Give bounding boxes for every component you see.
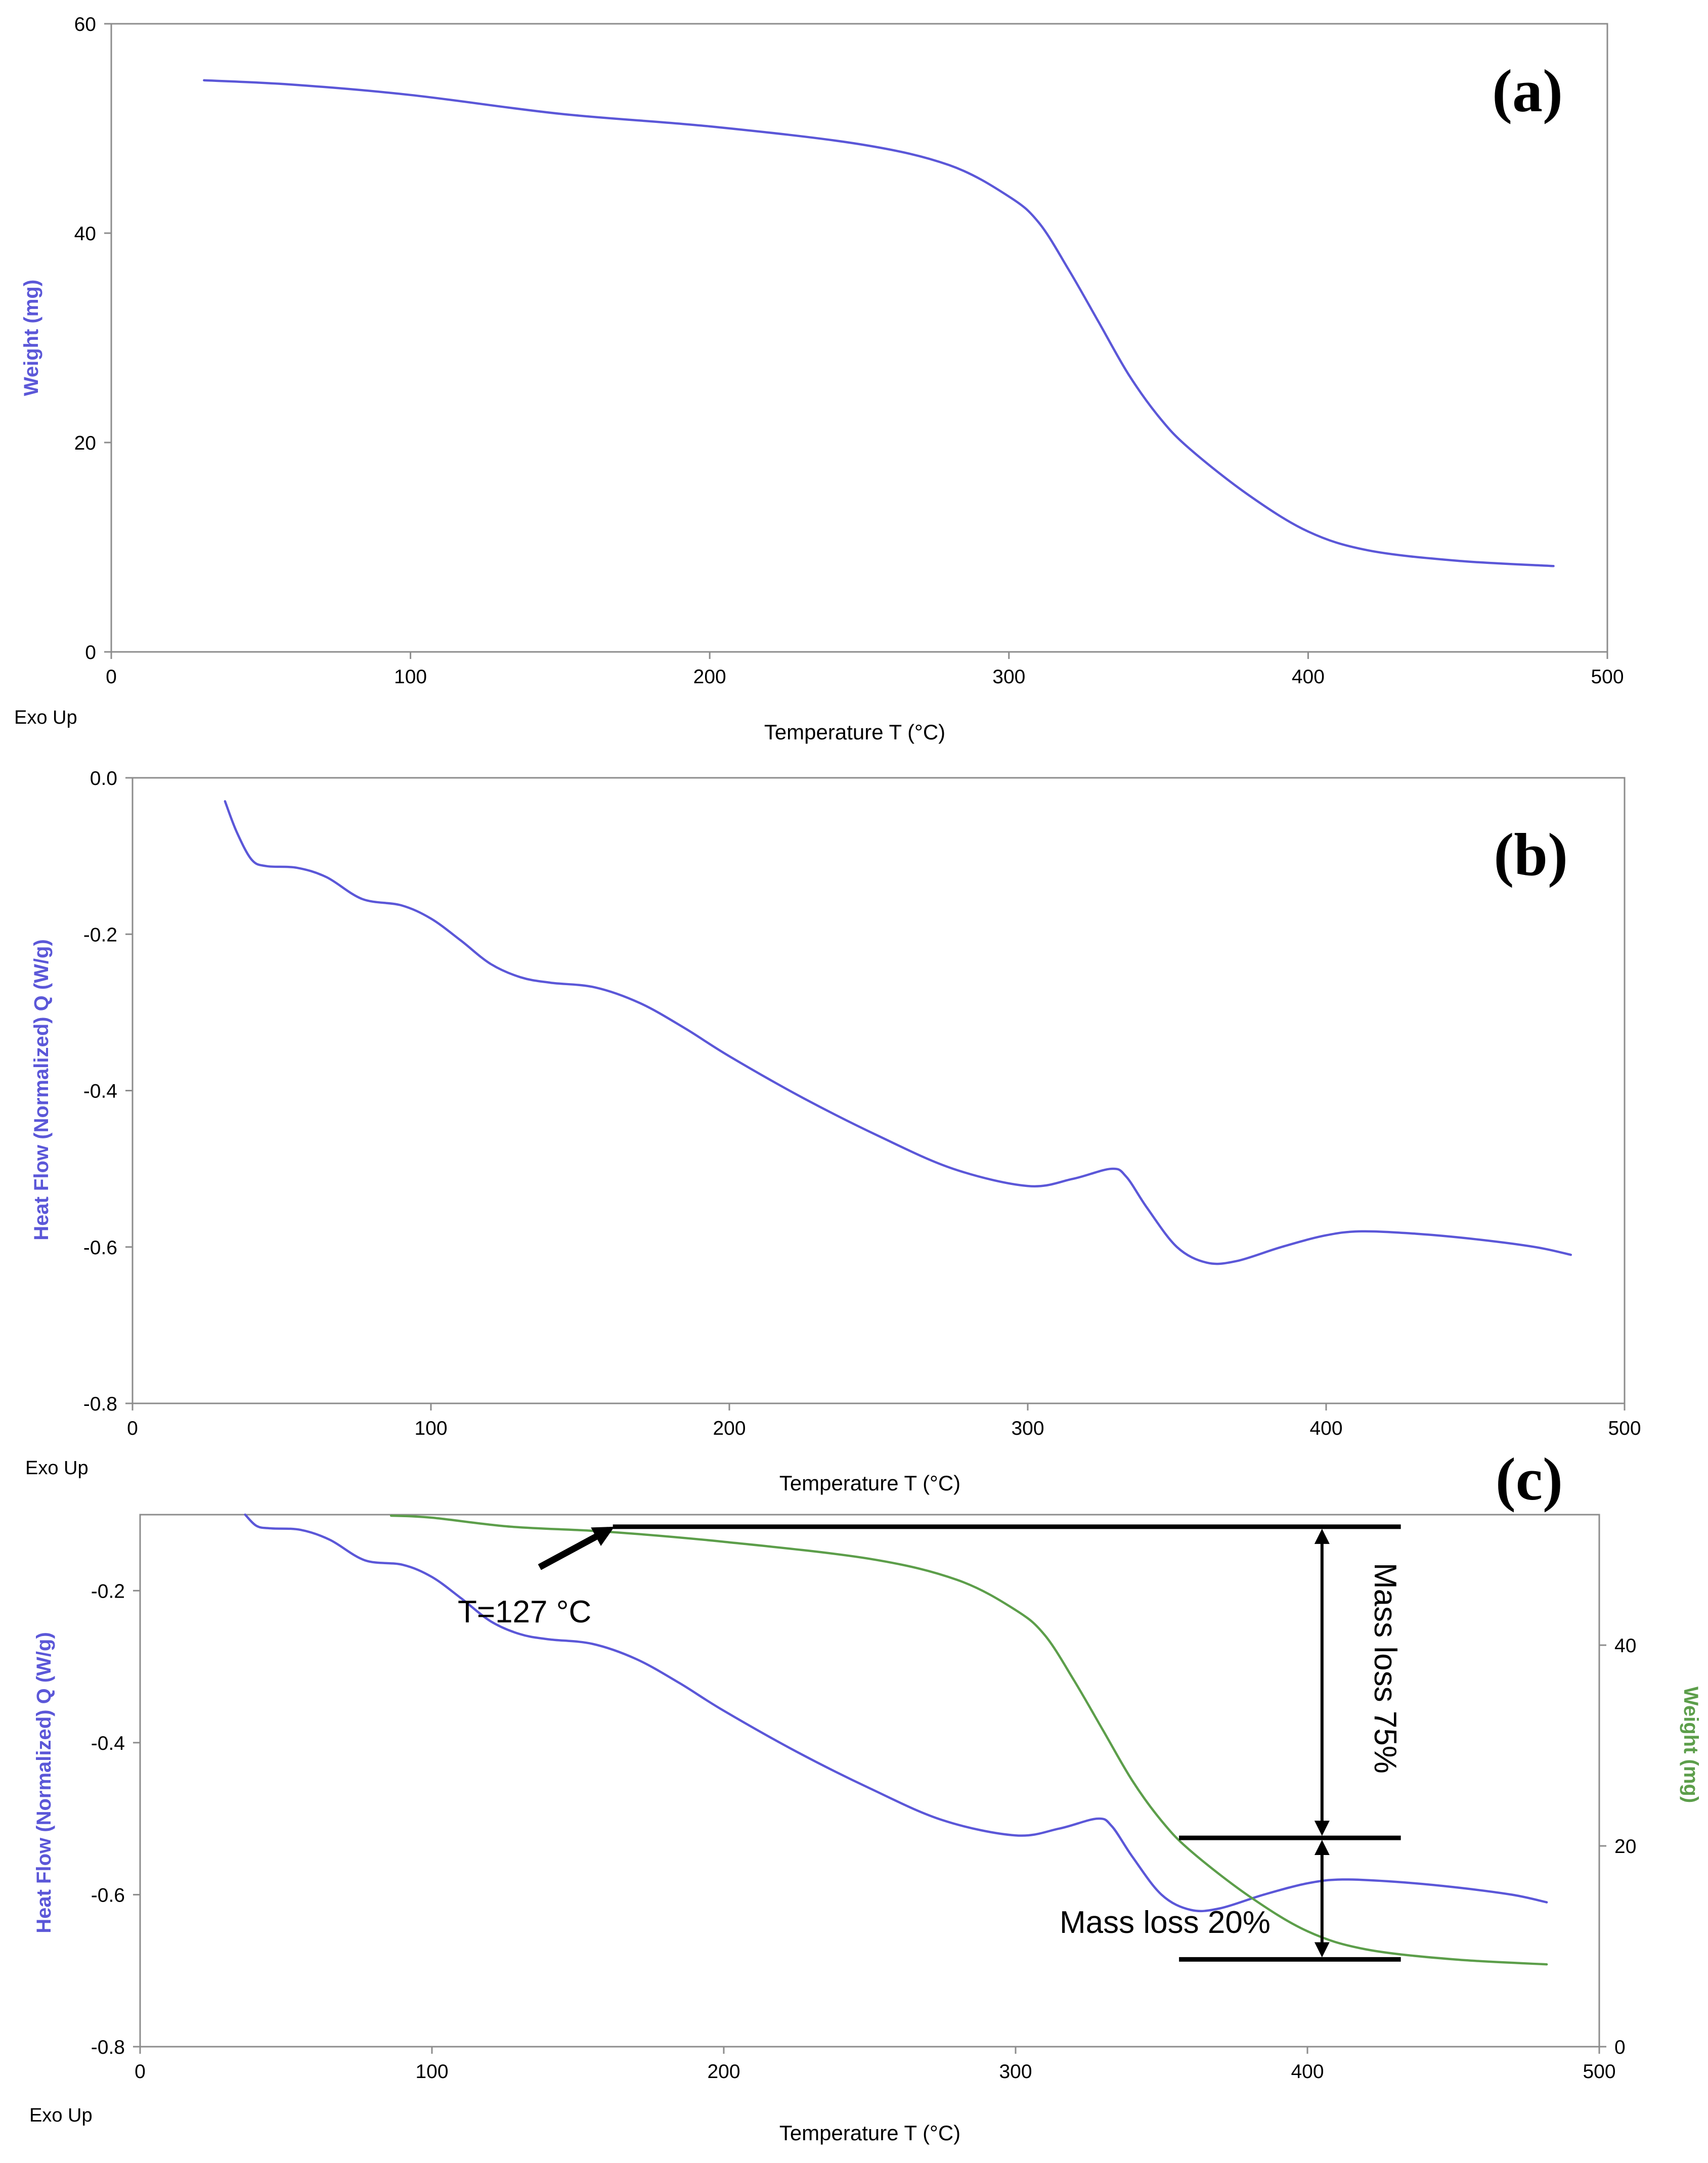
weight-series-line: [203, 79, 1555, 567]
y-tick-label: -0.6: [83, 1237, 117, 1259]
y-tick-label: -0.2: [83, 924, 117, 946]
mass-loss-20-label: Mass loss 20%: [1060, 1905, 1271, 1940]
x-tick-label: 100: [414, 1418, 447, 1439]
y-tick-label: 20: [74, 432, 96, 454]
y-axis-ticks-b: 0.0 -0.2 -0.4 -0.6 -0.8: [83, 768, 133, 1415]
onset-temperature-label: T=127 °C: [458, 1595, 591, 1629]
x-tick-label: 500: [1583, 2061, 1615, 2083]
x-tick-label: 200: [693, 666, 726, 688]
x-tick-label: 500: [1591, 666, 1624, 688]
heat-flow-series-line: [224, 800, 1572, 1265]
x-tick-label: 0: [127, 1418, 138, 1439]
series-a: [203, 79, 1555, 567]
y-axis-label-a: Weight (mg): [20, 280, 42, 396]
x-axis-ticks-a: 0 100 200 300 400 500: [106, 652, 1624, 688]
x-axis-ticks-b: 0 100 200 300 400 500: [127, 1403, 1641, 1439]
y-axis-ticks-a: 0 20 40 60: [74, 14, 111, 664]
y-tick-label: -0.8: [91, 2037, 125, 2058]
x-tick-label: 400: [1309, 1418, 1342, 1439]
y-tick-label: -0.4: [91, 1733, 125, 1754]
y-axis-label-c: Heat Flow (Normalized) Q (W/g): [33, 1632, 55, 1933]
panel-label-c: (c): [1496, 1445, 1563, 1513]
x-axis-label-b: Temperature T (°C): [779, 1471, 960, 1495]
panel-b: 0 100 200 300 400 500 0.0 -0.2 -0.4 -0.6 -0.8 Exo…: [25, 768, 1641, 1495]
y-tick-label: -0.2: [91, 1580, 125, 1602]
x-tick-label: 200: [713, 1418, 746, 1439]
x-tick-label: 400: [1292, 666, 1325, 688]
x-tick-label: 0: [135, 2061, 146, 2083]
heat-flow-series-line: [244, 1513, 1548, 1913]
y-tick-label: -0.4: [83, 1081, 117, 1102]
panel-label-b: (b): [1494, 821, 1568, 888]
exo-up-label-b: Exo Up: [25, 1458, 89, 1479]
panel-c: 0 100 200 300 400 500 -0.2-0.4-0.6-0.8 02040 …: [29, 1445, 1702, 2145]
y2-tick-label: 40: [1614, 1635, 1636, 1657]
annotations-c: [538, 1524, 1401, 1962]
x-tick-label: 200: [707, 2061, 740, 2083]
y-axis-label-b: Heat Flow (Normalized) Q (W/g): [30, 939, 53, 1241]
panel-label-a: (a): [1492, 57, 1563, 124]
exo-up-label-c: Exo Up: [29, 2105, 93, 2126]
x-tick-label: 100: [415, 2061, 448, 2083]
y-tick-label: 60: [74, 14, 96, 35]
y-tick-label: 0: [85, 642, 96, 664]
y-tick-label: 0.0: [90, 768, 117, 789]
y-axis-ticks-c: -0.2 -0.4 -0.6 -0.8: [91, 1580, 140, 2058]
y-tick-label: -0.6: [91, 1884, 125, 1906]
y-tick-label: -0.8: [83, 1393, 117, 1415]
x-axis-ticks-c: 0 100 200 300 400 500: [135, 2047, 1616, 2083]
x-tick-label: 400: [1291, 2061, 1324, 2083]
plot-frame-a: [110, 23, 1608, 653]
panel-a: 0 100 200 300 400 500 0 20 40 60 Exo Up Temperat…: [14, 14, 1624, 744]
x-tick-label: 300: [992, 666, 1025, 688]
x-tick-label: 0: [106, 666, 117, 688]
mass-loss-75-label: Mass loss 75%: [1368, 1563, 1403, 1774]
x-axis-label-c: Temperature T (°C): [779, 2121, 960, 2145]
y2-tick-label: 20: [1614, 1836, 1636, 1858]
y2-axis-ticks-c: 0 20 40: [1599, 1635, 1636, 2058]
x-tick-label: 500: [1608, 1418, 1641, 1439]
onset-pointer-arrow: [538, 1526, 615, 1570]
y-tick-label: 40: [74, 223, 96, 245]
x-tick-label: 300: [1011, 1418, 1044, 1439]
exo-up-label-a: Exo Up: [14, 707, 77, 728]
y2-tick-label: 0: [1614, 2037, 1626, 2058]
series-b: [224, 800, 1572, 1265]
plot-frame-c: [139, 1514, 1600, 2048]
x-tick-label: 300: [999, 2061, 1032, 2083]
x-axis-label-a: Temperature T (°C): [764, 720, 945, 744]
x-tick-label: 100: [394, 666, 427, 688]
y2-axis-label-c: Weight (mg): [1680, 1687, 1702, 1803]
